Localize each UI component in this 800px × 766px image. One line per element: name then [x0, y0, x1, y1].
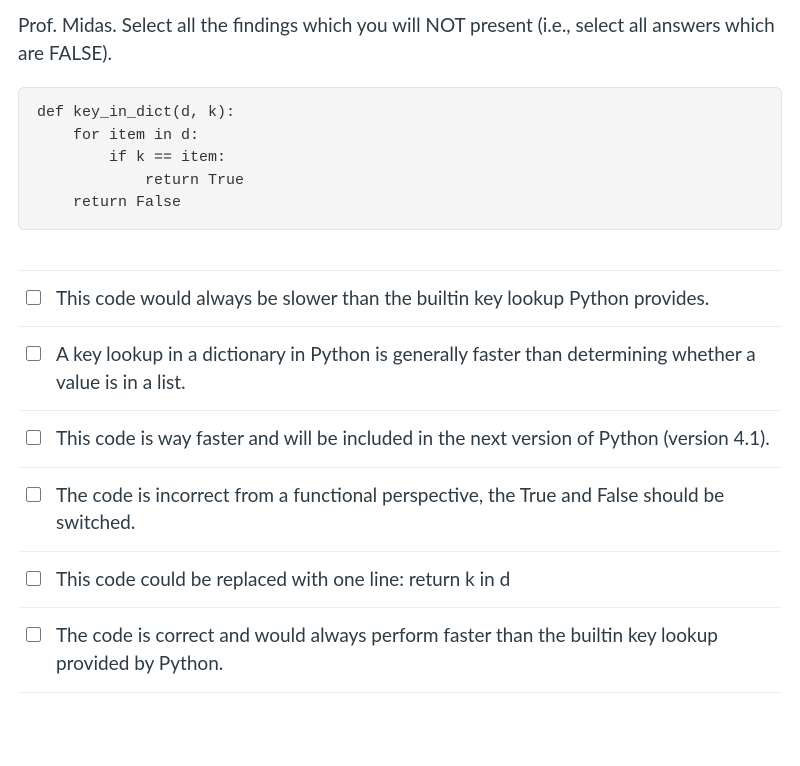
- answer-checkbox[interactable]: [26, 290, 41, 305]
- answer-label: A key lookup in a dictionary in Python i…: [56, 341, 778, 396]
- answer-label: This code could be replaced with one lin…: [56, 566, 778, 594]
- answer-option[interactable]: The code is incorrect from a functional …: [18, 468, 782, 552]
- answer-checkbox[interactable]: [26, 627, 41, 642]
- answer-option[interactable]: This code could be replaced with one lin…: [18, 552, 782, 609]
- answer-option[interactable]: A key lookup in a dictionary in Python i…: [18, 327, 782, 411]
- code-block: def key_in_dict(d, k): for item in d: if…: [18, 87, 782, 230]
- answer-checkbox[interactable]: [26, 346, 41, 361]
- answer-checkbox[interactable]: [26, 571, 41, 586]
- answer-option[interactable]: The code is correct and would always per…: [18, 608, 782, 692]
- answer-label: The code is incorrect from a functional …: [56, 482, 778, 537]
- answer-label: This code is way faster and will be incl…: [56, 425, 778, 453]
- answer-option[interactable]: This code is way faster and will be incl…: [18, 411, 782, 468]
- answer-label: This code would always be slower than th…: [56, 285, 778, 313]
- answer-label: The code is correct and would always per…: [56, 622, 778, 677]
- question-prompt: Prof. Midas. Select all the findings whi…: [18, 12, 782, 67]
- answer-list: This code would always be slower than th…: [18, 270, 782, 693]
- answer-option[interactable]: This code would always be slower than th…: [18, 271, 782, 328]
- answer-checkbox[interactable]: [26, 487, 41, 502]
- answer-checkbox[interactable]: [26, 430, 41, 445]
